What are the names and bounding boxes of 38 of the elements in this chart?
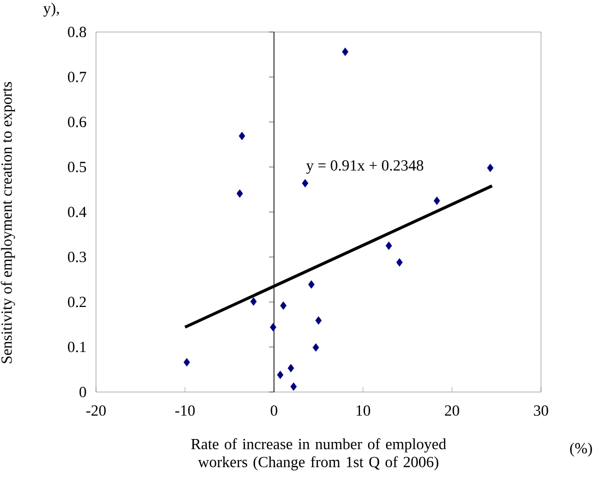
point [280, 301, 287, 310]
text: (%) [570, 442, 592, 457]
x-tick-label: 30 [534, 405, 548, 416]
x-tick-label: 10 [356, 405, 370, 416]
point [236, 189, 243, 198]
x-axis-title: Rate of increase in number of employed workers (Change from 1st Q of 2006) [191, 438, 446, 470]
point [308, 280, 315, 289]
x-tick-label: 0 [270, 405, 278, 416]
x-tick-label: -10 [175, 405, 195, 416]
text: y), [43, 2, 59, 17]
y-tick-label: 0.6 [68, 116, 86, 128]
point [396, 258, 403, 267]
y-tick-label: 0 [80, 386, 86, 398]
x-tick-label: -20 [86, 405, 106, 416]
y-tick-label: 0.8 [68, 26, 86, 38]
point [302, 179, 308, 188]
x-tick-label: 20 [444, 405, 460, 416]
point [312, 343, 320, 352]
y-tick-label: 0.1 [68, 342, 86, 352]
y-tick-label: 0.5 [68, 162, 86, 172]
point [290, 382, 297, 391]
point [277, 370, 284, 380]
y-tick-label: 0.4 [68, 206, 86, 218]
point [434, 196, 440, 205]
point [487, 164, 494, 172]
point [288, 364, 294, 372]
point [386, 242, 392, 250]
y-axis-title: Sensitivity of employment creation to exports [0, 82, 15, 364]
point [184, 358, 190, 366]
point [238, 132, 246, 140]
annotation: y = 0.91x + 0.2348 [306, 160, 424, 174]
point [270, 323, 276, 332]
y-tick-label: 0.3 [68, 252, 86, 262]
y-tick-label: 0.7 [68, 72, 86, 82]
point [315, 316, 322, 325]
y-tick-label: 0.2 [68, 296, 86, 308]
point [342, 48, 348, 56]
point [250, 297, 257, 306]
